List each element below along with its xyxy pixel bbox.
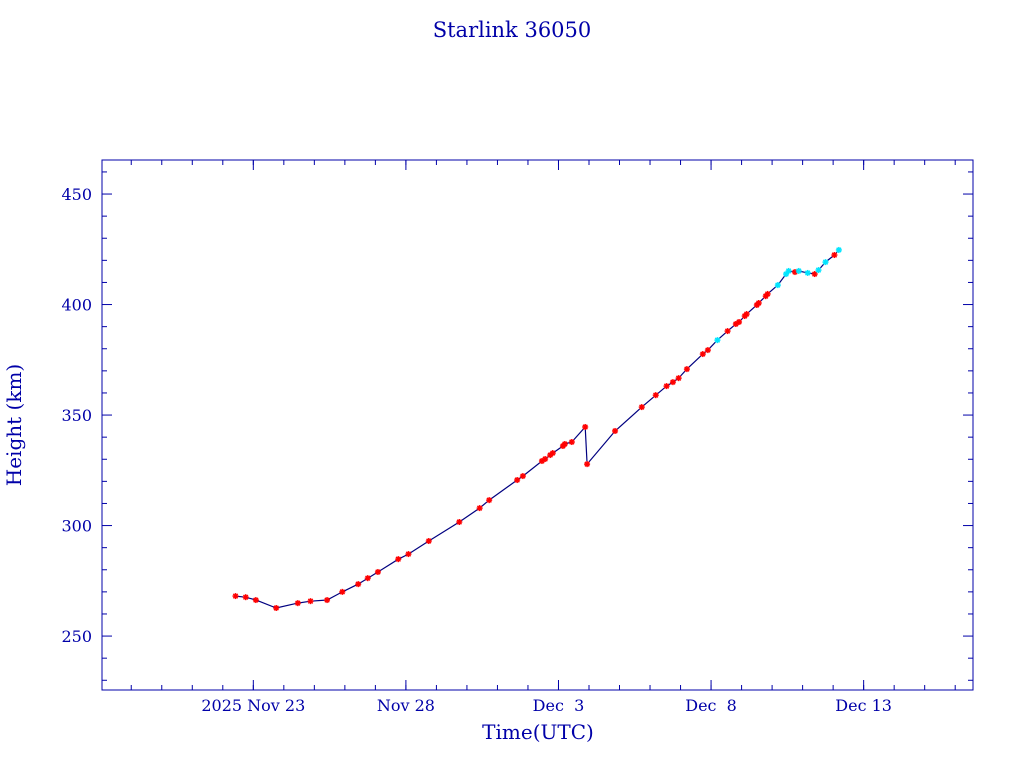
y-axis-label: Height (km) (2, 364, 26, 486)
chart-title: Starlink 36050 (433, 18, 592, 42)
data-point (405, 551, 412, 558)
data-point (822, 259, 829, 266)
data-point (804, 269, 811, 276)
data-point (561, 441, 568, 448)
data-point (638, 404, 645, 411)
data-point (835, 246, 842, 253)
data-point (669, 379, 676, 386)
data-point (456, 519, 463, 526)
data-point (307, 598, 314, 605)
series-line (235, 249, 840, 609)
data-point (785, 267, 792, 274)
data-point (811, 271, 818, 278)
x-axis-label: Time(UTC) (482, 720, 594, 744)
data-point (831, 252, 838, 259)
x-tick-label: 2025 Nov 23 (201, 696, 305, 715)
data-point (582, 423, 589, 430)
data-point (519, 473, 526, 480)
data-point (273, 605, 280, 612)
data-point (549, 450, 556, 457)
data-point (242, 594, 249, 601)
y-tick-label: 350 (61, 406, 92, 425)
data-point (294, 600, 301, 607)
x-tick-label: Dec 3 (533, 696, 585, 715)
x-tick-label: Dec 13 (835, 696, 892, 715)
data-point (755, 299, 762, 306)
plot-frame (101, 159, 974, 691)
data-point (355, 581, 362, 588)
data-point (652, 392, 659, 399)
data-point (324, 597, 331, 604)
y-tick-label: 400 (61, 296, 92, 315)
data-point (704, 347, 711, 354)
data-point (476, 505, 483, 512)
x-tick-label: Nov 28 (377, 696, 435, 715)
data-point (795, 267, 802, 274)
data-point (232, 593, 239, 600)
x-tick-label: Dec 8 (685, 696, 737, 715)
data-point (675, 375, 682, 382)
data-point (425, 538, 432, 545)
data-point (612, 427, 619, 434)
data-point (339, 588, 346, 595)
data-point (374, 568, 381, 575)
data-point (568, 439, 575, 446)
data-point (743, 311, 750, 318)
data-point (714, 337, 721, 344)
data-point (395, 556, 402, 563)
data-point (252, 597, 259, 604)
y-tick-label: 300 (61, 517, 92, 536)
y-tick-label: 450 (61, 185, 92, 204)
data-point (683, 366, 690, 373)
data-point (542, 456, 549, 463)
data-point (486, 497, 493, 504)
data-point (815, 267, 822, 274)
y-tick-label: 250 (61, 627, 92, 646)
data-point (663, 383, 670, 390)
data-point (699, 351, 706, 358)
data-point (514, 477, 521, 484)
data-point (736, 319, 743, 326)
data-point (774, 282, 781, 289)
data-point (764, 290, 771, 297)
data-point (584, 461, 591, 468)
data-point (724, 328, 731, 335)
data-point (364, 575, 371, 582)
